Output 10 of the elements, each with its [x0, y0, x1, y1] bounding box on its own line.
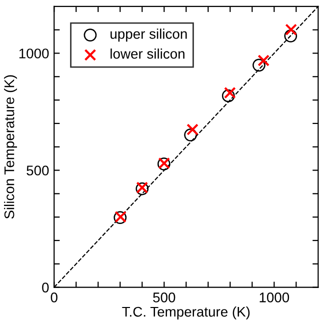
legend-label: upper silicon: [110, 28, 187, 42]
y-tick-label: 1000: [19, 48, 49, 58]
y-tick-label: 0: [42, 282, 49, 292]
x-tick-label: 500: [153, 292, 176, 302]
x-axis-title: T.C. Temperature (K): [122, 306, 250, 320]
legend-label: lower silicon: [110, 48, 184, 59]
x-tick-label: 0: [50, 292, 58, 302]
y-tick-label: 500: [26, 166, 49, 176]
x-tick-label: 1000: [260, 292, 290, 302]
y-axis-title: Silicon Temperature (K): [4, 75, 17, 219]
